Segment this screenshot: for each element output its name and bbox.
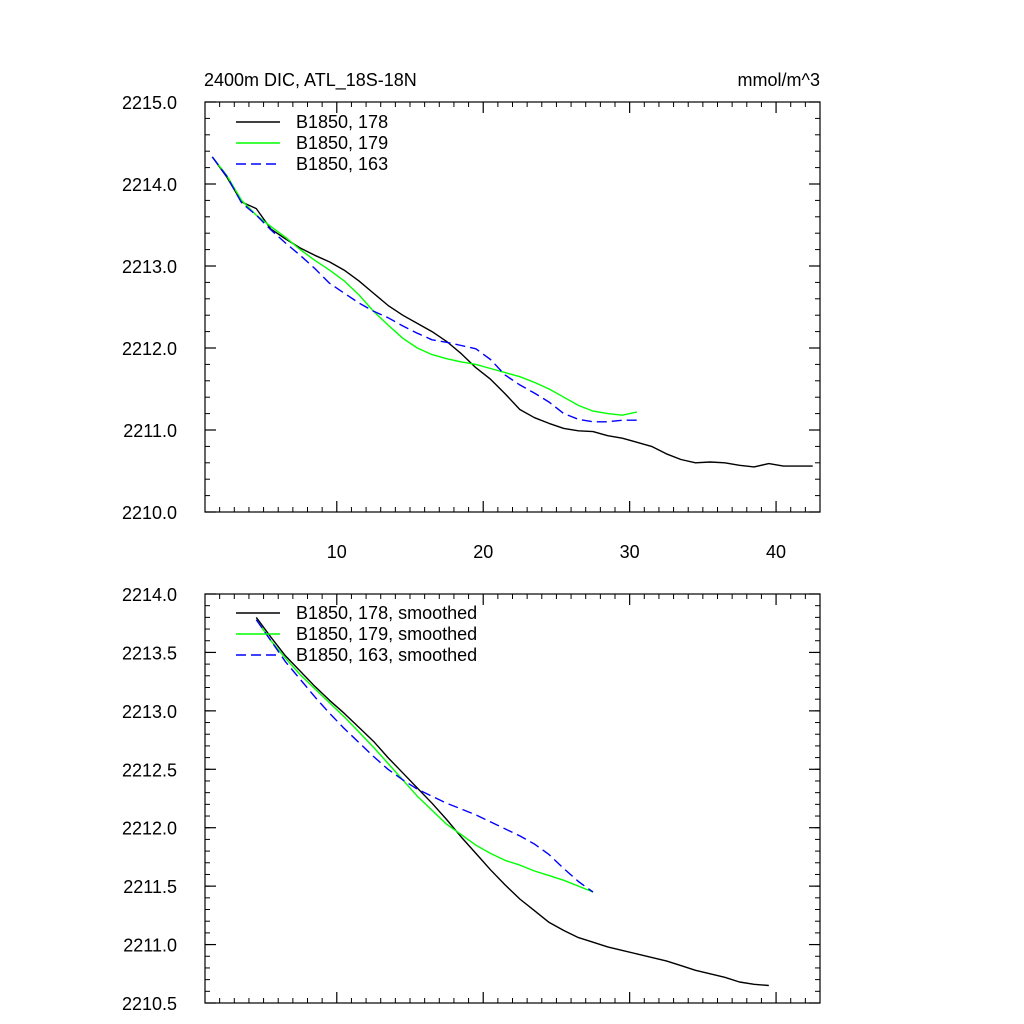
legend-label: B1850, 163, smoothed <box>296 645 477 665</box>
legend-label: B1850, 179, smoothed <box>296 624 477 644</box>
y-tick-label: 2215.0 <box>122 93 177 113</box>
y-tick-label: 2212.0 <box>122 819 177 839</box>
y-tick-label: 2211.0 <box>123 936 177 956</box>
y-tick-label: 2211.0 <box>123 421 177 441</box>
top-panel: 2400m DIC, ATL_18S-18N mmol/m^3 10 20 30 40… <box>122 70 821 562</box>
y-tick-label: 2211.5 <box>123 877 177 897</box>
series-line-1 <box>255 616 769 987</box>
y-tick-label: 2214.0 <box>122 585 177 605</box>
legend-label: B1850, 178, smoothed <box>296 603 477 623</box>
x-tick-label: 20 <box>473 542 493 562</box>
x-tick-label: 10 <box>327 542 347 562</box>
bottom-panel: 2210.5 2211.0 2211.5 2212.0 2212.5 2213.0 2213… <box>122 585 821 1014</box>
y-tick-label: 2210.0 <box>122 503 177 523</box>
series-line-3 <box>255 619 594 893</box>
legend-label: B1850, 163 <box>296 154 388 174</box>
x-tick-label: 40 <box>766 542 786 562</box>
x-tick-label: 30 <box>620 542 640 562</box>
y-tick-label: 2213.0 <box>122 257 177 277</box>
legend-label: B1850, 178 <box>296 112 388 132</box>
y-tick-label: 2212.5 <box>122 760 177 780</box>
series-line-2 <box>211 156 638 416</box>
series-line-2 <box>255 619 594 893</box>
chart-title: 2400m DIC, ATL_18S-18N <box>204 70 417 91</box>
series-line-1 <box>211 156 813 468</box>
y-tick-label: 2212.0 <box>122 339 177 359</box>
y-tick-label: 2210.5 <box>122 994 177 1014</box>
units-label: mmol/m^3 <box>738 70 820 90</box>
y-tick-label: 2214.0 <box>122 175 177 195</box>
y-tick-label: 2213.5 <box>122 643 177 663</box>
legend-label: B1850, 179 <box>296 133 388 153</box>
series-line-3 <box>211 156 637 423</box>
y-tick-label: 2213.0 <box>122 702 177 722</box>
